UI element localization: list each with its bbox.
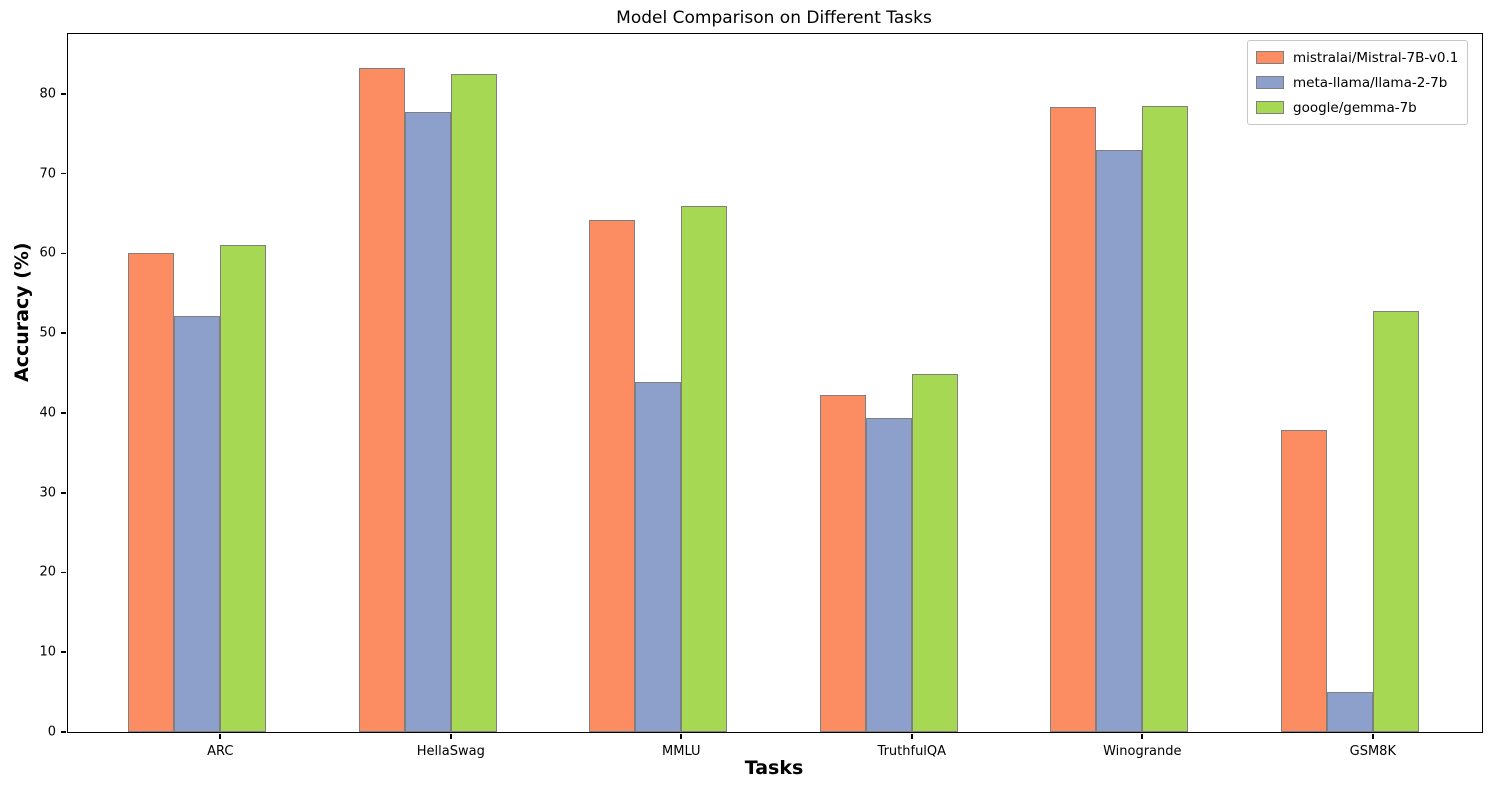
- x-tick-mark: [1371, 733, 1374, 739]
- y-tick-mark: [61, 412, 67, 414]
- legend-label: meta-llama/llama-2-7b: [1293, 74, 1448, 91]
- legend: mistralai/Mistral-7B-v0.1 meta-llama/lla…: [1247, 40, 1469, 125]
- x-tick-mark: [1141, 733, 1144, 739]
- y-tick-mark: [61, 571, 67, 574]
- x-tick-label: GSM8K: [1349, 744, 1396, 759]
- bar-mmlu-mistralai: [589, 219, 636, 732]
- x-tick-mark: [910, 733, 913, 739]
- y-tick-label: 20: [39, 564, 56, 580]
- legend-item: google/gemma-7b: [1256, 98, 1458, 117]
- chart-title: Model Comparison on Different Tasks: [616, 8, 932, 28]
- bar-arc-google: [220, 244, 267, 732]
- bar-truthfulqa-mistralai: [819, 395, 866, 732]
- bar-hellaswag-meta-llama: [404, 112, 451, 732]
- bar-truthfulqa-meta-llama: [865, 418, 912, 732]
- x-tick-mark: [219, 733, 222, 739]
- y-tick-mark: [61, 172, 67, 175]
- y-tick-mark: [61, 651, 67, 654]
- bar-mmlu-meta-llama: [635, 381, 682, 732]
- y-tick-label: 0: [47, 724, 56, 740]
- bar-truthfulqa-google: [911, 373, 958, 732]
- bar-gsm8k-meta-llama: [1326, 692, 1373, 732]
- y-tick-label: 10: [39, 644, 56, 660]
- x-tick-label: ARC: [207, 744, 234, 759]
- y-tick-label: 80: [39, 86, 56, 102]
- bar-gsm8k-mistralai: [1280, 430, 1327, 732]
- y-tick-mark: [61, 92, 67, 95]
- x-tick-label: Winogrande: [1103, 744, 1182, 759]
- bar-gsm8k-google: [1372, 310, 1419, 732]
- y-tick-label: 30: [39, 485, 56, 501]
- y-tick-mark: [61, 491, 67, 494]
- y-tick-mark: [61, 252, 67, 255]
- y-tick-label: 60: [39, 245, 56, 261]
- x-axis-label: Tasks: [744, 757, 804, 779]
- legend-label: mistralai/Mistral-7B-v0.1: [1293, 49, 1459, 66]
- x-tick-label: HellaSwag: [416, 744, 485, 759]
- plot-area: 0 10 20 30 40 50 60 70 80 ARC HellaSwag MMLU Truthfu…: [39, 33, 1483, 759]
- bar-arc-meta-llama: [174, 316, 221, 732]
- legend-swatch-llama: [1256, 76, 1284, 89]
- x-tick-mark: [449, 733, 452, 739]
- y-tick-label: 50: [39, 325, 56, 341]
- bar-arc-mistralai: [128, 253, 175, 732]
- legend-swatch-gemma: [1256, 101, 1284, 114]
- y-tick-label: 40: [39, 405, 56, 421]
- bar-winogrande-google: [1142, 105, 1189, 732]
- legend-item: meta-llama/llama-2-7b: [1256, 73, 1458, 92]
- y-tick-label: 70: [39, 166, 56, 182]
- bar-winogrande-meta-llama: [1096, 149, 1143, 732]
- legend-item: mistralai/Mistral-7B-v0.1: [1256, 48, 1458, 67]
- x-tick-label: TruthfulQA: [877, 744, 947, 759]
- bar-hellaswag-google: [450, 73, 497, 732]
- bar-hellaswag-mistralai: [358, 67, 405, 732]
- x-tick-mark: [680, 733, 683, 739]
- bar-mmlu-google: [681, 205, 728, 732]
- bar-winogrande-mistralai: [1050, 106, 1097, 732]
- y-axis-label: Accuracy (%): [11, 242, 33, 382]
- y-tick-mark: [61, 731, 67, 733]
- y-tick-mark: [61, 332, 67, 334]
- legend-label: google/gemma-7b: [1293, 99, 1417, 116]
- legend-swatch-mistral: [1256, 51, 1284, 64]
- x-tick-label: MMLU: [662, 744, 701, 759]
